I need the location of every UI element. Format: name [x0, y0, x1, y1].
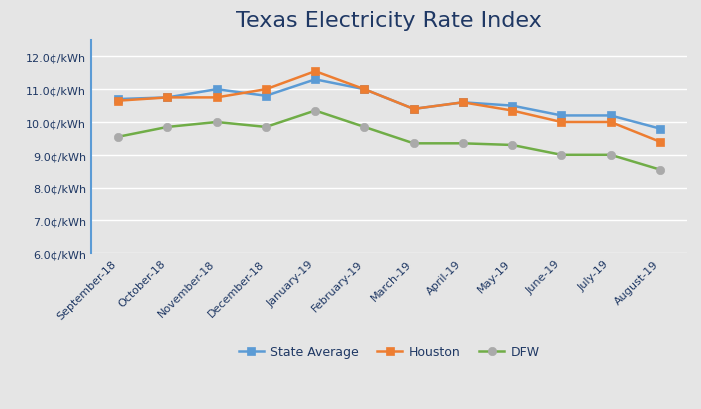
State Average	[508, 104, 517, 109]
DFW	[409, 142, 418, 146]
Line: DFW: DFW	[114, 107, 664, 174]
Title: Texas Electricity Rate Index: Texas Electricity Rate Index	[236, 11, 542, 31]
DFW	[212, 120, 221, 125]
State Average	[261, 94, 270, 99]
State Average	[360, 88, 369, 92]
DFW	[606, 153, 615, 158]
Houston	[163, 96, 172, 101]
Houston	[261, 88, 270, 92]
Houston	[508, 109, 517, 114]
State Average	[114, 97, 123, 102]
State Average	[655, 127, 664, 132]
Houston	[458, 101, 467, 106]
State Average	[311, 78, 320, 83]
Houston	[114, 99, 123, 104]
Houston	[311, 70, 320, 74]
DFW	[163, 125, 172, 130]
DFW	[261, 125, 270, 130]
DFW	[114, 135, 123, 140]
Houston	[212, 96, 221, 101]
Legend: State Average, Houston, DFW: State Average, Houston, DFW	[233, 341, 545, 364]
Houston	[557, 120, 566, 125]
Houston	[606, 120, 615, 125]
State Average	[409, 107, 418, 112]
DFW	[311, 109, 320, 114]
State Average	[606, 114, 615, 119]
DFW	[655, 168, 664, 173]
State Average	[557, 114, 566, 119]
Houston	[655, 140, 664, 145]
Houston	[409, 107, 418, 112]
State Average	[163, 96, 172, 101]
DFW	[508, 143, 517, 148]
Houston	[360, 88, 369, 92]
State Average	[458, 101, 467, 106]
DFW	[458, 142, 467, 146]
Line: Houston: Houston	[114, 68, 664, 146]
DFW	[557, 153, 566, 158]
DFW	[360, 125, 369, 130]
State Average	[212, 88, 221, 92]
Line: State Average: State Average	[114, 76, 664, 133]
